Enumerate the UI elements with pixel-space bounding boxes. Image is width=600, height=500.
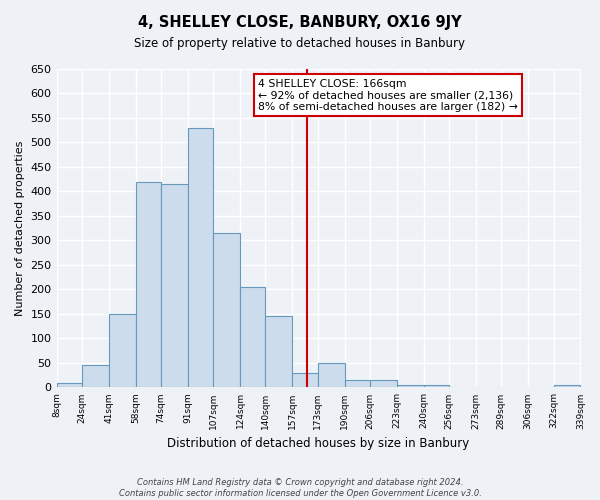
Bar (188, 128, 213, 388)
Bar (424, 385, 449, 388)
Bar (82, 366, 109, 388)
Bar (240, 287, 265, 388)
Text: 4, SHELLEY CLOSE, BANBURY, OX16 9JY: 4, SHELLEY CLOSE, BANBURY, OX16 9JY (138, 15, 462, 30)
Bar (161, 184, 188, 388)
Bar (292, 372, 318, 388)
Bar (344, 380, 370, 388)
Bar (213, 233, 240, 388)
Text: Size of property relative to detached houses in Banbury: Size of property relative to detached ho… (134, 38, 466, 51)
Bar (318, 363, 344, 388)
Text: 4 SHELLEY CLOSE: 166sqm
← 92% of detached houses are smaller (2,136)
8% of semi-: 4 SHELLEY CLOSE: 166sqm ← 92% of detache… (258, 78, 518, 112)
Bar (370, 380, 397, 388)
Bar (265, 316, 292, 388)
Text: Contains HM Land Registry data © Crown copyright and database right 2024.
Contai: Contains HM Land Registry data © Crown c… (119, 478, 481, 498)
X-axis label: Distribution of detached houses by size in Banbury: Distribution of detached houses by size … (167, 437, 470, 450)
Y-axis label: Number of detached properties: Number of detached properties (15, 140, 25, 316)
Bar (136, 182, 161, 388)
Bar (56, 382, 82, 388)
Bar (109, 314, 136, 388)
Bar (397, 385, 424, 388)
Bar (554, 385, 580, 388)
